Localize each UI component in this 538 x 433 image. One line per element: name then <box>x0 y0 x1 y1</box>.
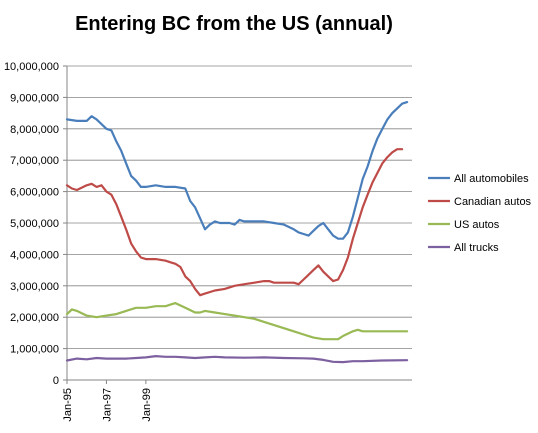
x-tick-label: Jan-99 <box>141 388 153 422</box>
series-line-canadian-autos <box>65 148 404 297</box>
legend: All automobiles Canadian autos US autos All… <box>428 173 532 254</box>
series-line-us-autos <box>65 302 409 341</box>
y-tick-label: 6,000,000 <box>10 187 59 199</box>
series-line-all-automobiles <box>65 100 409 240</box>
legend-label: Canadian autos <box>454 196 532 208</box>
chart-title: Entering BC from the US (annual) <box>75 13 393 35</box>
y-tick-label: 9,000,000 <box>10 92 59 104</box>
y-tick-label: 10,000,000 <box>4 61 59 73</box>
y-tick-label: 7,000,000 <box>10 155 59 167</box>
legend-label: All trucks <box>454 242 499 254</box>
y-tick-label: 2,000,000 <box>10 312 59 324</box>
y-axis: 0 1,000,000 2,000,000 3,000,000 4,000,000 5,0… <box>4 61 68 387</box>
gridlines <box>67 65 412 350</box>
series-lines <box>65 100 409 364</box>
y-tick-label: 8,000,000 <box>10 124 59 136</box>
x-tick-label: Jan-95 <box>62 388 74 422</box>
series-line-all-trucks <box>65 355 409 364</box>
legend-label: US autos <box>454 219 500 231</box>
x-axis: Jan-95Jan-97Jan-99Jan-01Jan-03Jan-05Jan-… <box>62 379 412 422</box>
x-tick-label: Jan-97 <box>101 388 113 422</box>
y-tick-label: 0 <box>53 375 59 387</box>
y-tick-label: 3,000,000 <box>10 281 59 293</box>
y-tick-label: 5,000,000 <box>10 218 59 230</box>
legend-label: All automobiles <box>454 173 529 185</box>
y-tick-label: 4,000,000 <box>10 249 59 261</box>
y-tick-label: 1,000,000 <box>10 344 59 356</box>
